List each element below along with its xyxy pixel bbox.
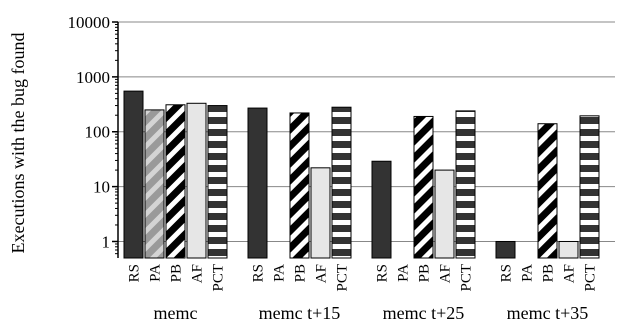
group-label: memc t+35 (507, 303, 589, 323)
x-tick-label: PCT (211, 264, 227, 292)
bar-pa-1 (144, 109, 165, 259)
bar-pb-3 (413, 115, 434, 259)
y-tick-label: 10000 (68, 13, 111, 32)
bar-rs-4 (495, 240, 516, 259)
axes (112, 21, 119, 258)
bar-pct-3 (455, 110, 476, 259)
group-label: memc (154, 303, 198, 323)
x-tick-label: PA (396, 264, 412, 282)
bar-pct-4 (579, 115, 600, 259)
bar-pb-1 (165, 104, 186, 259)
x-tick-label: PB (169, 264, 185, 282)
bar-rs-3 (371, 160, 392, 259)
x-tick-label: AF (314, 264, 330, 283)
y-tick-label: 10 (93, 178, 110, 197)
bars (123, 90, 600, 259)
bar-af-4 (558, 240, 579, 259)
labels: 1 10 100 1000 10000 RS PA PB AF PCT memc RS PA PB AF PC… (68, 13, 599, 323)
x-tick-label: PA (520, 264, 536, 282)
y-tick-label: 1000 (76, 68, 110, 87)
y-axis-label: Executions with the bug found (8, 33, 28, 254)
bar-af-1 (186, 102, 207, 259)
x-tick-label: AF (562, 264, 578, 283)
x-tick-label: RS (375, 264, 391, 282)
x-tick-label: PB (417, 264, 433, 282)
bar-rs-2 (247, 107, 268, 259)
x-tick-label: RS (499, 264, 515, 282)
y-tick-label: 100 (85, 123, 111, 142)
x-tick-label: PA (272, 264, 288, 282)
x-tick-label: RS (251, 264, 267, 282)
bar-pct-1 (207, 105, 228, 259)
x-tick-label: AF (438, 264, 454, 283)
bar-pct-2 (331, 106, 352, 259)
x-tick-label: RS (127, 264, 143, 282)
x-tick-label: AF (190, 264, 206, 283)
x-tick-label: PB (541, 264, 557, 282)
bar-rs-1 (123, 90, 144, 259)
x-tick-label: PA (148, 264, 164, 282)
x-tick-label: PCT (335, 264, 351, 292)
bar-pb-2 (289, 112, 310, 259)
x-tick-label: PCT (459, 264, 475, 292)
x-tick-label: PCT (583, 264, 599, 292)
group-label: memc t+25 (383, 303, 465, 323)
group-label: memc t+15 (259, 303, 341, 323)
bar-af-3 (434, 169, 455, 259)
bar-pb-4 (537, 123, 558, 259)
x-tick-label: PB (293, 264, 309, 282)
bar-af-2 (310, 167, 331, 259)
y-tick-label: 1 (102, 232, 111, 251)
